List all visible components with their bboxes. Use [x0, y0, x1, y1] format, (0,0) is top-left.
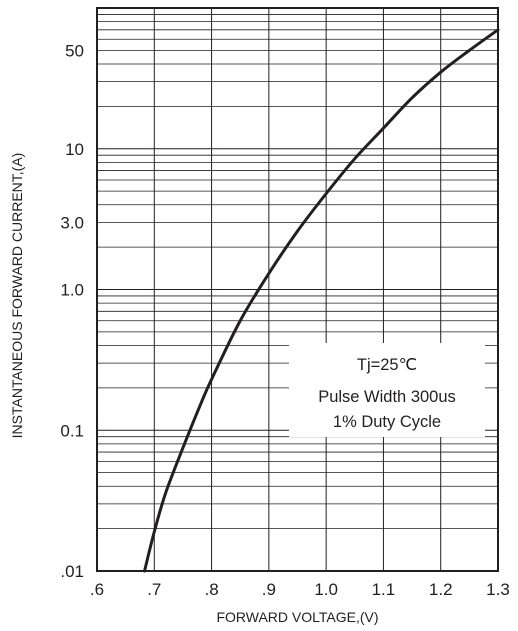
x-tick-label: .8: [204, 580, 218, 599]
x-tick-labels: .6 .7 .8 .9 1.0 1.1 1.2 1.3: [90, 580, 510, 599]
y-tick-label: 0.1: [60, 421, 84, 440]
y-axis-label: INSTANTANEOUS FORWARD CURRENT,(A): [9, 153, 25, 439]
annotation-line-1: Tj=25℃: [357, 356, 417, 374]
x-tick-label: 1.0: [314, 580, 338, 599]
x-tick-label: .6: [90, 580, 104, 599]
annotation-line-3: 1% Duty Cycle: [333, 413, 441, 431]
x-axis-label: FORWARD VOLTAGE,(V): [216, 609, 378, 625]
x-tick-label: .9: [262, 580, 276, 599]
y-tick-labels: .01 0.1 1.0 3.0 10 50: [60, 41, 84, 581]
annotation: Tj=25℃ Pulse Width 300us 1% Duty Cycle: [289, 343, 485, 437]
x-tick-label: 1.1: [372, 580, 396, 599]
y-tick-label: 1.0: [60, 281, 84, 300]
grid: [96, 8, 499, 572]
y-tick-label: 50: [65, 41, 84, 60]
x-tick-label: 1.3: [486, 580, 510, 599]
y-tick-label: 10: [65, 140, 84, 159]
annotation-background: [289, 343, 485, 437]
series-line: [143, 28, 500, 573]
x-tick-label: .7: [147, 580, 161, 599]
x-tick-label: 1.2: [429, 580, 453, 599]
y-tick-label: 3.0: [60, 213, 84, 232]
y-tick-label: .01: [60, 562, 84, 581]
annotation-line-2: Pulse Width 300us: [318, 388, 456, 406]
plot-frame: [96, 7, 499, 572]
series-layer: [143, 28, 500, 573]
